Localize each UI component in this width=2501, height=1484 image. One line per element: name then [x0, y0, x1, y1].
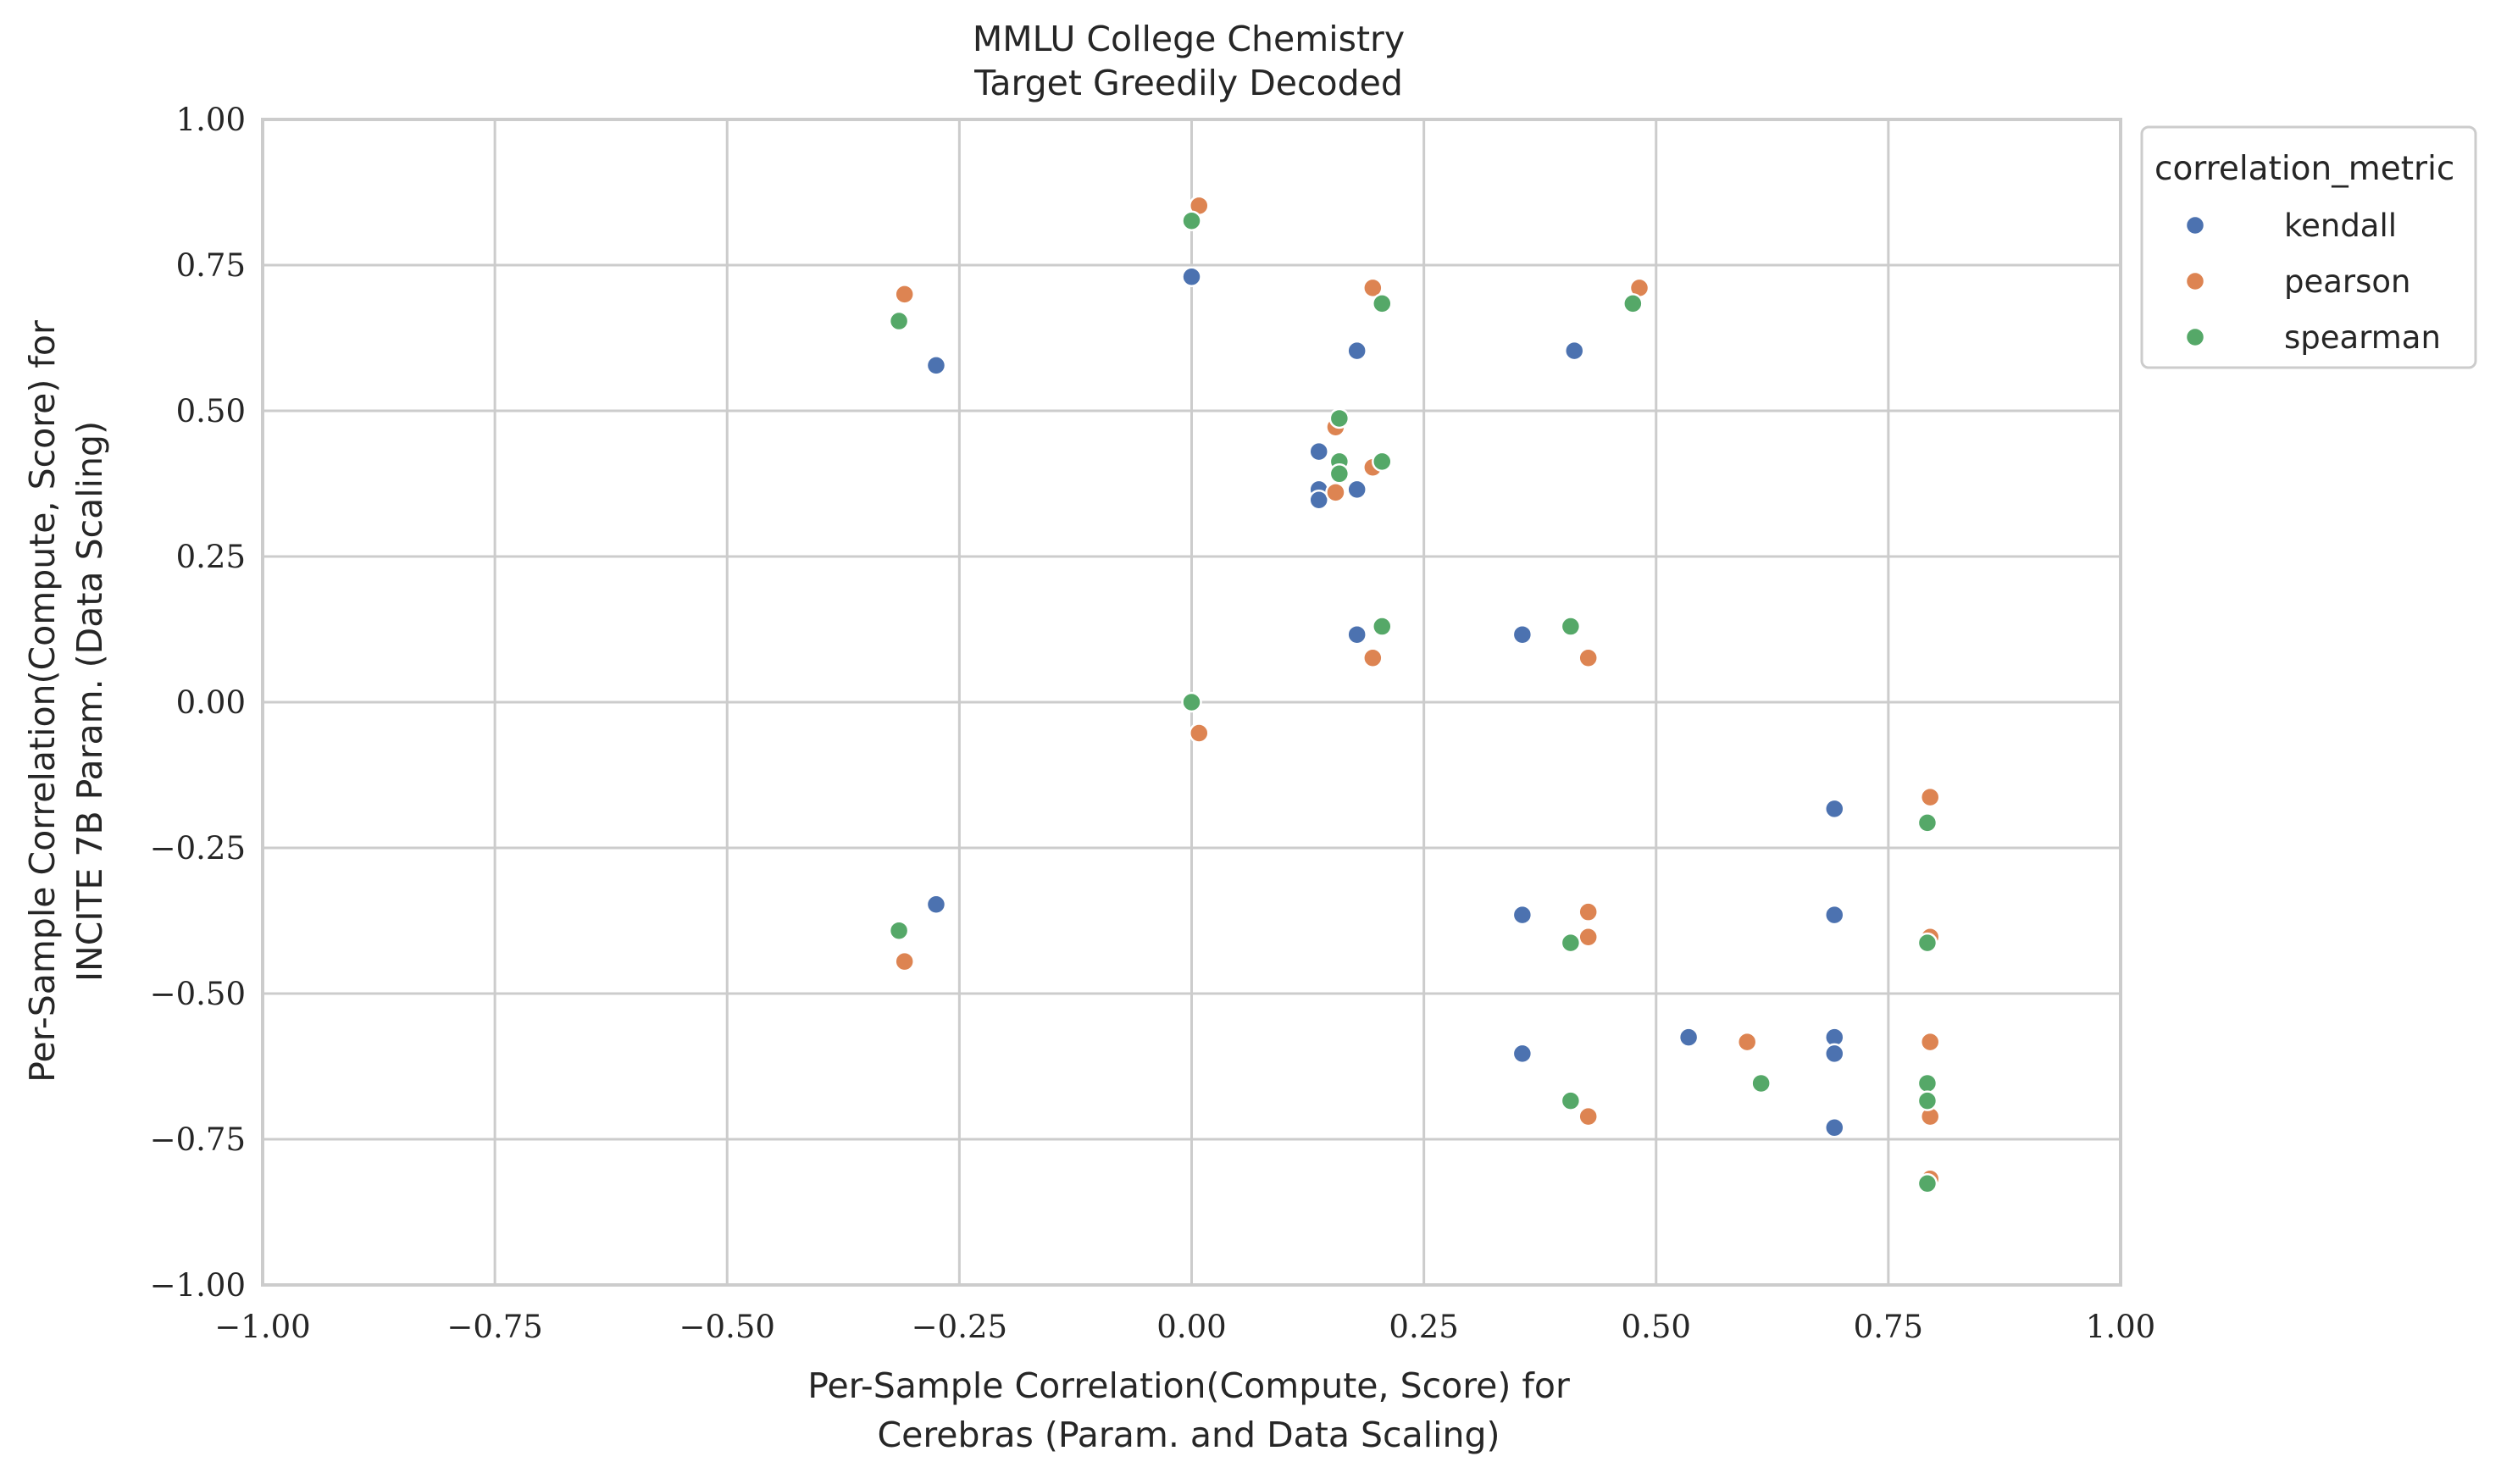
- data-point-kendall: [1824, 798, 1845, 820]
- data-point-kendall: [1511, 623, 1533, 645]
- x-axis-ticks: −1.00 −0.75 −0.50 −0.25 0.00 0.25 0.50 0.75 1.00: [214, 1309, 2155, 1345]
- data-point-kendall: [1678, 1027, 1700, 1048]
- data-point-spearman: [1372, 451, 1393, 473]
- data-point-kendall: [1824, 1116, 1845, 1138]
- grid-lines: [261, 118, 2122, 1287]
- data-point-spearman: [1916, 1090, 1938, 1111]
- data-point-kendall: [1346, 623, 1367, 645]
- data-point-kendall: [1308, 490, 1329, 511]
- legend-label-pearson: pearson: [2284, 263, 2411, 300]
- data-point-spearman: [1181, 210, 1202, 231]
- x-axis-label-line-1: Per-Sample Correlation(Compute, Score) f…: [807, 1365, 1570, 1406]
- data-point-kendall: [1346, 479, 1367, 501]
- x-tick-label: −1.00: [214, 1309, 310, 1345]
- legend-label-spearman: spearman: [2284, 319, 2441, 356]
- x-tick-label: 1.00: [2086, 1309, 2155, 1345]
- data-point-spearman: [1328, 407, 1350, 429]
- x-tick-label: −0.50: [679, 1309, 775, 1345]
- y-tick-label: −0.50: [150, 976, 246, 1012]
- data-point-spearman: [1916, 932, 1938, 954]
- y-axis-label-line-2: INCITE 7B Param. (Data Scaling): [69, 421, 110, 982]
- x-tick-label: 0.50: [1622, 1309, 1691, 1345]
- data-point-pearson: [1578, 647, 1599, 668]
- data-point-spearman: [888, 310, 910, 332]
- chart-title: MMLU College Chemistry Target Greedily D…: [973, 19, 1405, 103]
- y-tick-label: −0.75: [150, 1121, 246, 1158]
- y-tick-label: 0.75: [176, 247, 246, 284]
- legend-marker-spearman: [2184, 326, 2206, 348]
- data-point-kendall: [1824, 1043, 1845, 1065]
- legend-marker-pearson: [2184, 270, 2206, 292]
- plot-frame: [261, 118, 2122, 1287]
- legend-title: correlation_metric: [2154, 150, 2454, 188]
- data-point-pearson: [1578, 901, 1599, 922]
- x-tick-label: 0.00: [1156, 1309, 1226, 1345]
- data-point-kendall: [1181, 266, 1202, 288]
- data-point-kendall: [1564, 340, 1585, 362]
- data-point-kendall: [1308, 440, 1329, 462]
- y-tick-label: −1.00: [150, 1267, 246, 1304]
- data-point-pearson: [1919, 786, 1941, 808]
- data-point-spearman: [1372, 616, 1393, 637]
- x-tick-label: 0.25: [1389, 1309, 1458, 1345]
- data-points: [888, 195, 1941, 1194]
- y-axis-ticks: −1.00 −0.75 −0.50 −0.25 0.00 0.25 0.50 0.75 1.00: [150, 102, 246, 1304]
- y-tick-label: 1.00: [176, 102, 246, 138]
- legend-entries: kendall pearson spearman: [2184, 208, 2441, 356]
- series-kendall: [925, 266, 1845, 1138]
- data-point-kendall: [1824, 904, 1845, 926]
- data-point-pearson: [1325, 482, 1346, 503]
- data-point-pearson: [1362, 277, 1384, 299]
- legend-marker-kendall: [2184, 214, 2206, 236]
- data-point-kendall: [925, 355, 947, 376]
- data-point-spearman: [1372, 293, 1393, 314]
- data-point-kendall: [1511, 904, 1533, 926]
- chart-title-line-1: MMLU College Chemistry: [973, 19, 1405, 59]
- data-point-spearman: [1916, 1173, 1938, 1194]
- x-axis-label-line-2: Cerebras (Param. and Data Scaling): [878, 1415, 1500, 1455]
- data-point-pearson: [1362, 647, 1384, 668]
- series-spearman: [888, 210, 1938, 1194]
- data-point-spearman: [1916, 1072, 1938, 1094]
- data-point-pearson: [1919, 1031, 1941, 1053]
- data-point-pearson: [1736, 1031, 1758, 1053]
- x-tick-label: 0.75: [1854, 1309, 1923, 1345]
- data-point-pearson: [1189, 723, 1210, 744]
- y-tick-label: 0.00: [176, 684, 246, 721]
- data-point-kendall: [1511, 1043, 1533, 1065]
- data-point-kendall: [925, 894, 947, 915]
- data-point-spearman: [1181, 691, 1202, 713]
- data-point-spearman: [1916, 812, 1938, 833]
- y-tick-label: 0.50: [176, 393, 246, 429]
- y-tick-label: 0.25: [176, 539, 246, 575]
- data-point-pearson: [1578, 1105, 1599, 1127]
- y-tick-label: −0.25: [150, 830, 246, 867]
- data-point-spearman: [1560, 932, 1582, 954]
- data-point-pearson: [894, 284, 915, 305]
- y-axis-label-line-1: Per-Sample Correlation(Compute, Score) f…: [22, 320, 63, 1083]
- data-point-spearman: [1622, 293, 1644, 314]
- data-point-spearman: [888, 920, 910, 941]
- x-tick-label: −0.75: [446, 1309, 542, 1345]
- x-axis-label: Per-Sample Correlation(Compute, Score) f…: [807, 1365, 1570, 1455]
- data-point-spearman: [1750, 1072, 1772, 1094]
- y-axis-label: Per-Sample Correlation(Compute, Score) f…: [22, 320, 110, 1083]
- chart-title-line-2: Target Greedily Decoded: [973, 63, 1403, 103]
- legend: correlation_metric kendall pearson spearma…: [2140, 125, 2477, 369]
- data-point-pearson: [894, 950, 915, 972]
- data-point-spearman: [1560, 1090, 1582, 1111]
- data-point-kendall: [1346, 340, 1367, 362]
- legend-label-kendall: kendall: [2284, 208, 2397, 244]
- data-point-spearman: [1560, 616, 1582, 637]
- x-tick-label: −0.25: [912, 1309, 1007, 1345]
- data-point-pearson: [1578, 927, 1599, 948]
- legend-box: [2140, 125, 2477, 369]
- data-point-spearman: [1328, 463, 1350, 485]
